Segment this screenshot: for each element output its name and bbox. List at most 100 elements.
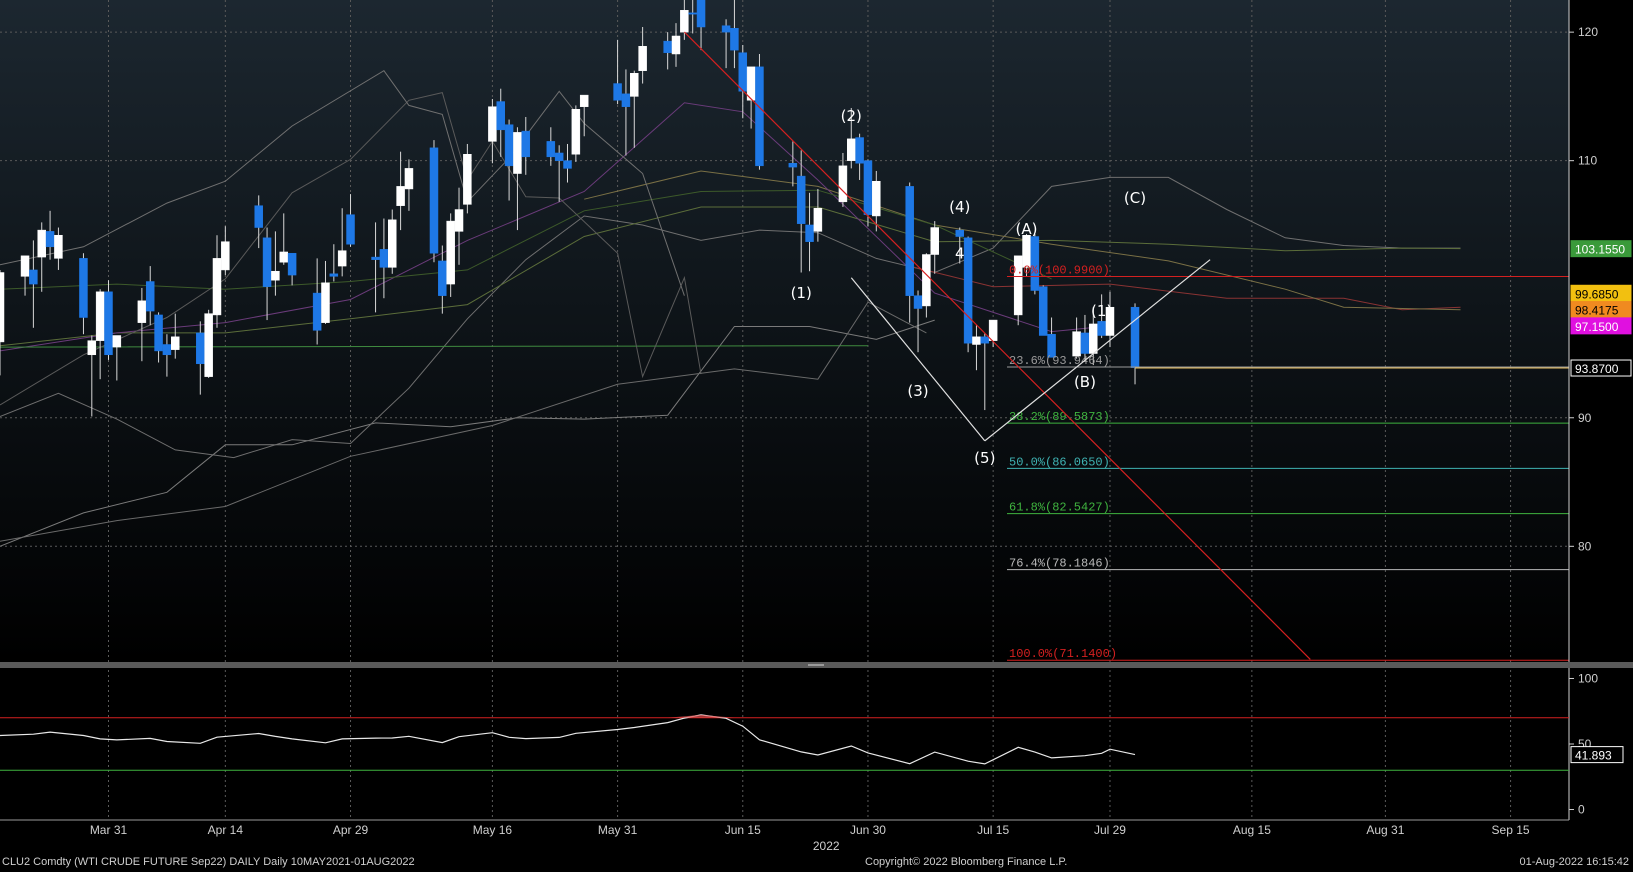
candle-body (145, 281, 155, 312)
candle (1030, 233, 1040, 295)
candle (963, 236, 973, 353)
candle (546, 127, 556, 166)
candle-body (104, 291, 113, 356)
y-tick-label: 120 (1578, 25, 1598, 39)
price-badge: 103.1550 (1570, 240, 1632, 258)
candle-body (287, 252, 297, 276)
candle-body (955, 229, 965, 237)
candle-body (54, 234, 63, 259)
candle (813, 188, 823, 242)
wave-label: (1) (1091, 302, 1112, 320)
candle (1038, 285, 1048, 336)
candle (371, 222, 380, 313)
candle (688, 0, 697, 34)
candle-body (112, 335, 122, 348)
wave-labels: (1) (2) (3) (4) 4 (5) (A) (B) (1) (C) (791, 107, 1147, 467)
candle (337, 208, 347, 277)
x-tick-label: Apr 14 (208, 823, 244, 837)
candle-body (221, 241, 230, 271)
rsi-badge-box (1570, 746, 1624, 764)
candle-body (404, 168, 414, 190)
candle-body (972, 336, 981, 345)
candle (104, 280, 113, 360)
elliott-lines (683, 31, 1311, 660)
candle-body (37, 229, 46, 258)
candle (805, 192, 814, 272)
candle (45, 210, 55, 260)
candle (1105, 291, 1115, 348)
candle (287, 252, 297, 286)
candle (396, 151, 405, 231)
candle-body (930, 227, 939, 255)
overlay-hline_green (0, 345, 868, 348)
candle-body (513, 132, 522, 174)
candle (638, 26, 647, 84)
x-tick-label: Sep 15 (1492, 823, 1530, 837)
candle-body (1097, 321, 1106, 336)
fib-label: 50.0%(86.0650) (1009, 455, 1110, 469)
candle-body (1022, 234, 1031, 268)
candle (221, 226, 230, 276)
candle-body (137, 300, 147, 323)
x-tick-label: Mar 31 (90, 823, 128, 837)
candle (212, 235, 222, 328)
candle (521, 116, 531, 175)
candle (905, 182, 914, 323)
x-tick-label: Apr 29 (333, 823, 369, 837)
candle (613, 39, 622, 105)
candle (563, 143, 572, 183)
price-badge: 93.8700 (1570, 359, 1632, 377)
candle (621, 69, 631, 156)
footer-copyright: Copyright© 2022 Bloomberg Finance L.P. (865, 856, 1068, 868)
x-tick-label: May 16 (473, 823, 513, 837)
axes: Mar 31 Apr 14 Apr 29 May 16 May 31 Jun 15 Jun … (0, 0, 1633, 853)
fib-label: 61.8%(82.5427) (1009, 501, 1110, 515)
candle (1080, 314, 1090, 362)
candle (329, 244, 339, 282)
candle-body (905, 186, 914, 296)
candle-body (95, 291, 105, 341)
price-badge: 97.1500 (1570, 317, 1632, 335)
candle-body (488, 106, 497, 142)
candle (955, 227, 965, 264)
candle-body (279, 251, 289, 263)
candle (1047, 317, 1056, 358)
candle-body (329, 273, 339, 277)
candle (463, 143, 472, 214)
candle (504, 119, 514, 201)
candle (913, 290, 923, 353)
candle (488, 98, 497, 164)
candle (112, 335, 122, 381)
candle (145, 266, 155, 326)
overlay-envelope_grey (0, 176, 1461, 459)
candle-body (463, 154, 472, 205)
candle-body (563, 160, 572, 169)
candle-body (663, 40, 672, 53)
candle-body (746, 66, 756, 101)
x-tick-label: Aug 31 (1366, 823, 1404, 837)
candle-body (621, 93, 631, 107)
candle-body (388, 219, 397, 268)
candle-body (87, 340, 97, 356)
candle (271, 231, 280, 296)
candle-body (838, 165, 848, 203)
candle (1013, 255, 1023, 326)
elliott-red-decline (683, 31, 1311, 660)
price-badge-label: 98.4175 (1575, 304, 1619, 318)
candle (863, 159, 873, 227)
candle-body (855, 137, 864, 164)
overlay-dotted_red (909, 265, 1461, 311)
wave-label: (5) (974, 449, 995, 467)
candle-body (312, 292, 322, 331)
candle-body (813, 207, 823, 232)
candle-body (454, 209, 464, 232)
candle-body (0, 272, 5, 343)
candle-body (212, 258, 222, 316)
rsi-tick-label: 100 (1578, 671, 1598, 685)
candle (922, 253, 931, 318)
candle (254, 195, 263, 249)
candle (162, 334, 172, 377)
footer-timestamp: 01-Aug-2022 16:15:42 (1519, 856, 1629, 868)
candle (379, 218, 389, 299)
